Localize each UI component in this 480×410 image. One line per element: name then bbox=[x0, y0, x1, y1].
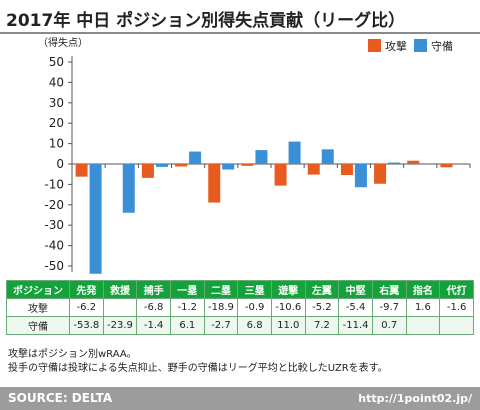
table-cell bbox=[405, 316, 441, 335]
table-row-label: 攻撃 bbox=[6, 298, 70, 317]
bar-offense-二塁 bbox=[208, 164, 221, 203]
table-header-cell: 三塁 bbox=[237, 280, 272, 299]
table-header-cell: 指名 bbox=[405, 280, 441, 299]
y-tick-label: -20 bbox=[44, 198, 64, 212]
legend-swatch bbox=[368, 39, 381, 52]
y-tick-label: 50 bbox=[49, 55, 64, 69]
bar-defense-三塁 bbox=[255, 150, 268, 164]
bar-offense-先発 bbox=[75, 164, 88, 177]
note-line: 投手の守備は投球による失点抑止、野手の守備はリーグ平均と比較したUZRを表す。 bbox=[8, 363, 388, 374]
bar-defense-二塁 bbox=[222, 164, 235, 170]
bar-chart: （得失点） 攻撃 守備 50 40 30 20 10 0 -10 -20 -30 -40 -50 bbox=[38, 36, 471, 274]
table-header-cell: 先発 bbox=[69, 280, 104, 299]
page-title: 2017年 中日 ポジション別得失点貢献（リーグ比） bbox=[6, 11, 406, 31]
y-tick-label: 30 bbox=[49, 96, 64, 110]
y-tick-label: 20 bbox=[49, 116, 64, 130]
table-cell: -11.4 bbox=[338, 316, 373, 335]
legend-label: 守備 bbox=[431, 39, 453, 53]
table-header-cell: 中堅 bbox=[338, 280, 373, 299]
table-cell bbox=[102, 298, 138, 317]
table-header-cell: ポジション bbox=[6, 280, 70, 299]
table-cell: -0.9 bbox=[237, 298, 272, 317]
bar-defense-右翼 bbox=[388, 162, 401, 164]
table-cell: -5.4 bbox=[338, 298, 373, 317]
table-row: 守備 -53.8 -23.9 -1.4 6.1 -2.7 6.8 11.0 7.2 -11.4 0.… bbox=[6, 316, 474, 335]
table-cell: 6.8 bbox=[237, 316, 272, 335]
table-cell bbox=[439, 316, 474, 335]
table-cell: -23.9 bbox=[102, 316, 138, 335]
table-row-label: 守備 bbox=[6, 316, 70, 335]
y-tick-label: 40 bbox=[49, 75, 64, 89]
bar-offense-三塁 bbox=[241, 164, 254, 166]
bar-offense-遊撃 bbox=[274, 164, 287, 186]
table-cell: -18.9 bbox=[203, 298, 239, 317]
y-tick-label: -40 bbox=[44, 239, 64, 253]
table-cell: -2.7 bbox=[203, 316, 239, 335]
bar-defense-先発 bbox=[89, 164, 102, 274]
bar-defense-捕手 bbox=[155, 164, 168, 167]
bar-offense-左翼 bbox=[307, 164, 320, 175]
y-axis-label: （得失点） bbox=[38, 36, 88, 49]
bar-defense-左翼 bbox=[321, 149, 334, 164]
bar-defense-一塁 bbox=[189, 151, 202, 164]
table-row: 攻撃 -6.2 -6.8 -1.2 -18.9 -0.9 -10.6 -5.2 -5.4 -9.7… bbox=[6, 298, 474, 317]
table-cell: -1.4 bbox=[136, 316, 171, 335]
table-cell: -9.7 bbox=[371, 298, 407, 317]
table-cell: -53.8 bbox=[69, 316, 104, 335]
table-header-cell: 捕手 bbox=[136, 280, 171, 299]
y-tick-label: 10 bbox=[49, 137, 64, 151]
y-tick-label: -30 bbox=[44, 218, 64, 232]
table-header-row: ポジション 先発 救援 捕手 一塁 二塁 三塁 遊撃 左翼 中堅 右翼 指名 代打 bbox=[6, 280, 474, 299]
bar-offense-一塁 bbox=[175, 164, 188, 167]
chart-notes: 攻撃はポジション別wRAA。 投手の守備は投球による失点抑止、野手の守備はリーグ… bbox=[8, 348, 388, 376]
table-cell: 6.1 bbox=[169, 316, 205, 335]
y-tick-label: 0 bbox=[56, 157, 64, 171]
source-url-link[interactable]: http://1point02.jp/ bbox=[358, 392, 472, 405]
table-cell: -1.2 bbox=[169, 298, 205, 317]
bar-offense-中堅 bbox=[340, 164, 353, 176]
title-divider bbox=[0, 32, 480, 34]
bar-offense-代打 bbox=[440, 164, 453, 168]
note-line: 攻撃はポジション別wRAA。 bbox=[8, 349, 137, 360]
table-header-cell: 一塁 bbox=[169, 280, 205, 299]
table-cell: 11.0 bbox=[270, 316, 306, 335]
legend-swatch bbox=[414, 39, 427, 52]
bar-offense-指名 bbox=[407, 160, 420, 164]
table-header-cell: 遊撃 bbox=[270, 280, 306, 299]
bar-defense-遊撃 bbox=[288, 141, 301, 164]
table-cell: 7.2 bbox=[304, 316, 340, 335]
stats-table: ポジション 先発 救援 捕手 一塁 二塁 三塁 遊撃 左翼 中堅 右翼 指名 代打 攻撃 -6.2 -6.8… bbox=[6, 280, 474, 335]
bar-offense-捕手 bbox=[141, 164, 154, 178]
y-tick-label: -50 bbox=[44, 259, 64, 273]
table-cell: -10.6 bbox=[270, 298, 306, 317]
table-cell: -1.6 bbox=[439, 298, 474, 317]
table-header-cell: 代打 bbox=[439, 280, 474, 299]
bar-defense-救援 bbox=[122, 164, 135, 213]
y-tick-label: -10 bbox=[44, 177, 64, 191]
bar-defense-中堅 bbox=[354, 164, 367, 188]
table-header-cell: 右翼 bbox=[371, 280, 407, 299]
legend-label: 攻撃 bbox=[385, 39, 407, 53]
bar-offense-右翼 bbox=[374, 164, 387, 184]
table-header-cell: 救援 bbox=[102, 280, 138, 299]
table-cell: -6.2 bbox=[69, 298, 104, 317]
table-header-cell: 二塁 bbox=[203, 280, 239, 299]
table-cell: -6.8 bbox=[136, 298, 171, 317]
table-header-cell: 左翼 bbox=[304, 280, 340, 299]
table-cell: 0.7 bbox=[371, 316, 407, 335]
footer-bar: SOURCE: DELTA http://1point02.jp/ bbox=[0, 387, 480, 410]
table-cell: 1.6 bbox=[405, 298, 441, 317]
table-cell: -5.2 bbox=[304, 298, 340, 317]
source-label: SOURCE: DELTA bbox=[8, 391, 113, 405]
